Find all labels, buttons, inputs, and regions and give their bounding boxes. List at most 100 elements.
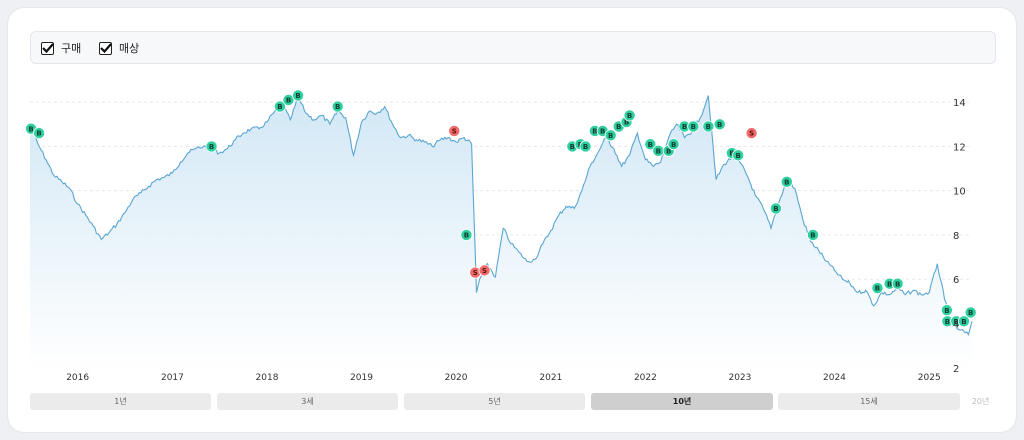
marker-letter: S (452, 128, 457, 136)
marker-letter: B (608, 132, 613, 140)
tab-15y[interactable]: 15세 (778, 393, 960, 410)
legend-item-sell[interactable]: 매상 (99, 39, 139, 57)
checkbox-sell[interactable] (99, 41, 112, 55)
y-tick-label: 10 (953, 187, 966, 198)
marker-letter: B (784, 178, 789, 186)
buy-marker[interactable]: B (623, 109, 636, 122)
sell-marker[interactable]: S (448, 124, 461, 137)
marker-letter: B (624, 119, 629, 127)
marker-dot (273, 100, 286, 113)
trade-marker-layer: BBBBBBBSBSSBBBBBBBBBBBBBBBBBBBSBBBBBBBBB… (25, 89, 977, 328)
buy-marker[interactable]: B (871, 282, 884, 295)
buy-marker[interactable]: B (644, 138, 657, 151)
buy-marker[interactable]: B (957, 315, 970, 328)
marker-letter: B (773, 205, 778, 213)
price-area (30, 95, 972, 370)
marker-letter: B (717, 121, 722, 129)
y-tick-label: 14 (953, 98, 966, 109)
buy-marker[interactable]: B (732, 149, 745, 162)
marker-letter: B (627, 112, 632, 120)
marker-letter: B (671, 141, 676, 149)
marker-dot (806, 228, 819, 241)
legend-item-buy[interactable]: 구매 (41, 39, 81, 57)
marker-letter: B (961, 318, 966, 326)
marker-dot (964, 306, 977, 319)
buy-marker[interactable]: B (687, 120, 700, 133)
buy-marker[interactable]: B (579, 140, 592, 153)
buy-marker[interactable]: B (780, 175, 793, 188)
tab-1y[interactable]: 1년 (30, 393, 211, 410)
x-tick-label: 2018 (256, 373, 279, 383)
marker-dot (478, 264, 491, 277)
legend-label-buy: 구매 (61, 42, 82, 55)
buy-marker[interactable]: B (205, 140, 218, 153)
x-tick-label: 2024 (823, 373, 846, 383)
x-tick-label: 2020 (445, 373, 468, 383)
buy-marker[interactable]: B (292, 89, 305, 102)
marker-letter: B (968, 309, 973, 317)
marker-dot (957, 315, 970, 328)
range-tabs: 1년 3세 5년 10년 15세 20년 (30, 393, 996, 410)
buy-marker[interactable]: B (702, 120, 715, 133)
buy-marker[interactable]: B (667, 138, 680, 151)
marker-letter: B (682, 123, 687, 131)
marker-letter: B (666, 147, 671, 155)
buy-marker[interactable]: B (964, 306, 977, 319)
marker-dot (702, 120, 715, 133)
marker-dot (205, 140, 218, 153)
x-tick-label: 2023 (728, 373, 751, 383)
buy-marker[interactable]: B (273, 100, 286, 113)
marker-letter: B (729, 150, 734, 158)
y-tick-label: 4 (953, 320, 959, 331)
buy-marker[interactable]: B (713, 118, 726, 131)
checkbox-buy[interactable] (41, 41, 54, 55)
buy-marker[interactable]: B (652, 144, 665, 157)
marker-letter: S (473, 269, 478, 277)
y-tick-label: 2 (953, 364, 959, 375)
marker-dot (579, 140, 592, 153)
marker-letter: B (277, 103, 282, 111)
marker-letter: B (583, 143, 588, 151)
marker-dot (292, 89, 305, 102)
y-tick-label: 12 (953, 142, 966, 153)
marker-letter: B (209, 143, 214, 151)
tab-10y[interactable]: 10년 (591, 393, 773, 410)
marker-letter: B (295, 92, 300, 100)
marker-letter: B (656, 147, 661, 155)
sell-marker[interactable]: S (478, 264, 491, 277)
marker-letter: B (810, 232, 815, 240)
x-tick-label: 2017 (161, 373, 184, 383)
sell-marker[interactable]: S (745, 127, 758, 140)
marker-letter: B (887, 280, 892, 288)
marker-letter: B (592, 128, 597, 136)
marker-dot (460, 228, 473, 241)
tab-5y[interactable]: 5년 (404, 393, 585, 410)
buy-marker[interactable]: B (460, 228, 473, 241)
legend-bar: 구매 매상 (30, 31, 996, 64)
marker-letter: B (648, 141, 653, 149)
marker-letter: B (36, 130, 41, 138)
marker-letter: B (464, 232, 469, 240)
marker-dot (623, 109, 636, 122)
buy-marker[interactable]: B (940, 304, 953, 317)
x-tick-label: 2021 (539, 373, 562, 383)
x-tick-label: 2025 (918, 373, 941, 383)
tab-20y[interactable]: 20년 (971, 397, 990, 406)
buy-marker[interactable]: B (331, 100, 344, 113)
marker-dot (667, 138, 680, 151)
tab-3y[interactable]: 3세 (217, 393, 398, 410)
buy-marker[interactable]: B (891, 277, 904, 290)
marker-letter: B (895, 280, 900, 288)
buy-marker[interactable]: B (604, 129, 617, 142)
price-line (29, 95, 973, 336)
marker-letter: B (335, 103, 340, 111)
buy-marker[interactable]: B (33, 127, 46, 140)
price-area-layer (29, 95, 973, 370)
marker-dot (780, 175, 793, 188)
marker-dot (713, 118, 726, 131)
x-tick-label: 2016 (66, 373, 89, 383)
buy-marker[interactable]: B (806, 228, 819, 241)
buy-marker[interactable]: B (769, 202, 782, 215)
marker-letter: B (735, 152, 740, 160)
